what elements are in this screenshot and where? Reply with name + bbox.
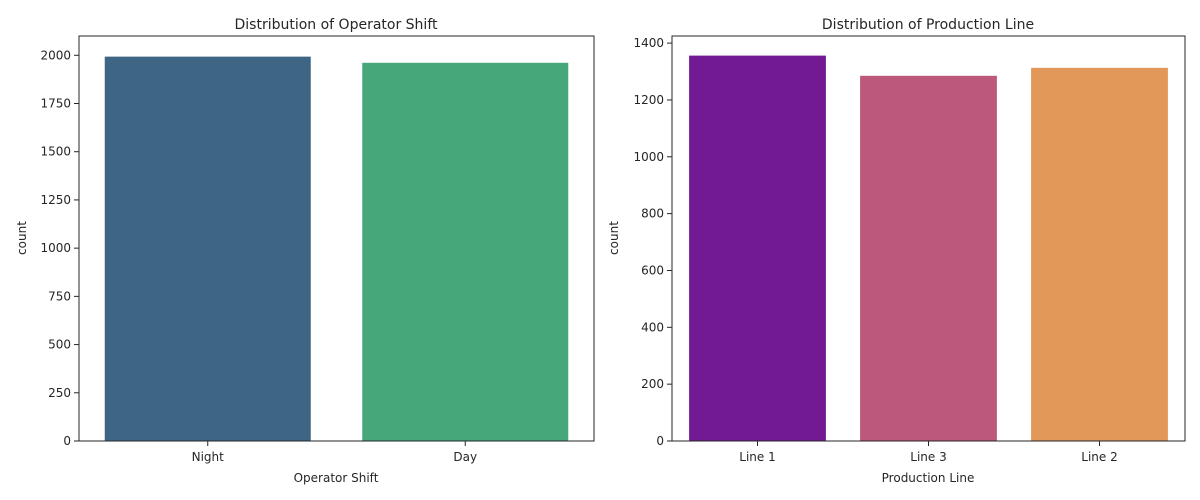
x-tick-label: Line 1 bbox=[739, 450, 775, 464]
x-tick-label: Line 2 bbox=[1081, 450, 1117, 464]
y-tick-label: 1750 bbox=[40, 97, 71, 111]
y-tick-label: 0 bbox=[656, 434, 664, 448]
y-tick-label: 1200 bbox=[633, 93, 664, 107]
bar-line-1 bbox=[689, 55, 826, 441]
chart-operator-shift: Distribution of Operator Shift 0 250 500 75… bbox=[15, 17, 595, 485]
x-axis-label: Operator Shift bbox=[294, 471, 379, 485]
bar-line-3 bbox=[860, 75, 997, 441]
chart-title: Distribution of Production Line bbox=[822, 17, 1034, 33]
plot-frame bbox=[671, 35, 1186, 442]
y-tick-label: 1400 bbox=[633, 36, 664, 50]
chart-title: Distribution of Operator Shift bbox=[234, 17, 438, 33]
y-tick-label: 750 bbox=[48, 289, 71, 303]
y-tick-label: 0 bbox=[63, 434, 71, 448]
y-tick-label: 2000 bbox=[40, 48, 71, 62]
y-tick-label: 500 bbox=[48, 338, 71, 352]
bar-night bbox=[104, 56, 311, 442]
y-tick-label: 250 bbox=[48, 386, 71, 400]
y-tick-label: 200 bbox=[641, 377, 664, 391]
bar-day bbox=[362, 62, 569, 442]
plot-frame bbox=[78, 35, 595, 442]
y-tick-label: 1000 bbox=[40, 241, 71, 255]
x-tick-label: Line 3 bbox=[910, 450, 946, 464]
y-axis-label: count bbox=[15, 221, 29, 255]
x-tick-label: Day bbox=[453, 450, 477, 464]
y-axis-label: count bbox=[607, 221, 621, 255]
y-tick-label: 600 bbox=[641, 263, 664, 277]
y-tick-label: 1250 bbox=[40, 193, 71, 207]
chart-production-line: Distribution of Production Line 0 200 400 6… bbox=[607, 17, 1186, 485]
bar-line-2 bbox=[1031, 67, 1168, 442]
y-tick-label: 800 bbox=[641, 207, 664, 221]
y-tick-label: 1500 bbox=[40, 145, 71, 159]
y-tick-label: 400 bbox=[641, 320, 664, 334]
x-axis-label: Production Line bbox=[882, 471, 975, 485]
y-tick-label: 1000 bbox=[633, 150, 664, 164]
x-tick-label: Night bbox=[192, 450, 225, 464]
